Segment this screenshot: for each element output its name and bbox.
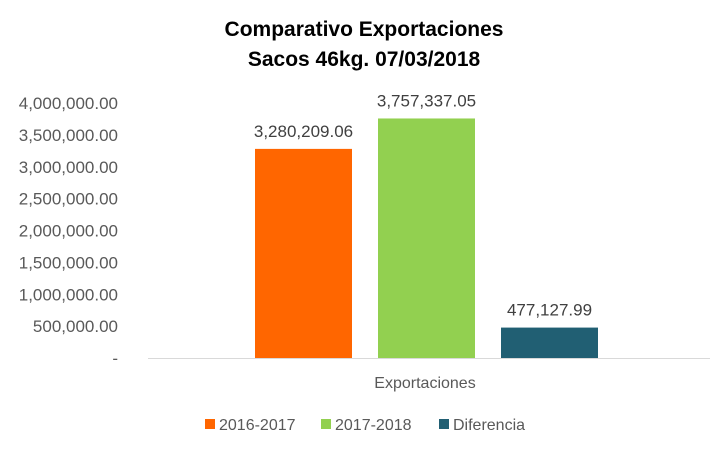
data-label-2017-2018: 3,757,337.05	[377, 91, 476, 110]
y-tick-label-7: 3,500,000.00	[19, 126, 118, 145]
bar-2017-2018	[378, 118, 475, 359]
y-tick-label-3: 1,500,000.00	[19, 253, 118, 272]
data-label-2016-2017: 3,280,209.06	[254, 122, 353, 141]
legend-label-2017-2018: 2017-2018	[335, 417, 412, 434]
y-tick-label-2: 1,000,000.00	[19, 285, 118, 304]
chart-title: Comparativo Exportaciones	[224, 18, 504, 41]
y-tick-label-6: 3,000,000.00	[19, 158, 118, 177]
legend-label-2016-2017: 2016-2017	[219, 417, 296, 434]
y-tick-label-1: 500,000.00	[33, 317, 118, 336]
data-label-Diferencia: 477,127.99	[507, 301, 592, 320]
y-tick-label-4: 2,000,000.00	[19, 222, 118, 241]
bar-2016-2017	[255, 148, 352, 358]
y-tick-label-8: 4,000,000.00	[19, 94, 118, 113]
legend-swatch-Diferencia	[439, 419, 449, 429]
legend-swatch-2017-2018	[321, 419, 331, 429]
legend-swatch-2016-2017	[205, 419, 215, 429]
legend-label-Diferencia: Diferencia	[453, 417, 525, 434]
x-category-label: Exportaciones	[374, 375, 475, 392]
bar-Diferencia	[501, 327, 598, 358]
y-tick-label-0: -	[112, 349, 118, 368]
y-tick-label-5: 2,500,000.00	[19, 190, 118, 209]
chart-subtitle: Sacos 46kg. 07/03/2018	[247, 48, 481, 71]
